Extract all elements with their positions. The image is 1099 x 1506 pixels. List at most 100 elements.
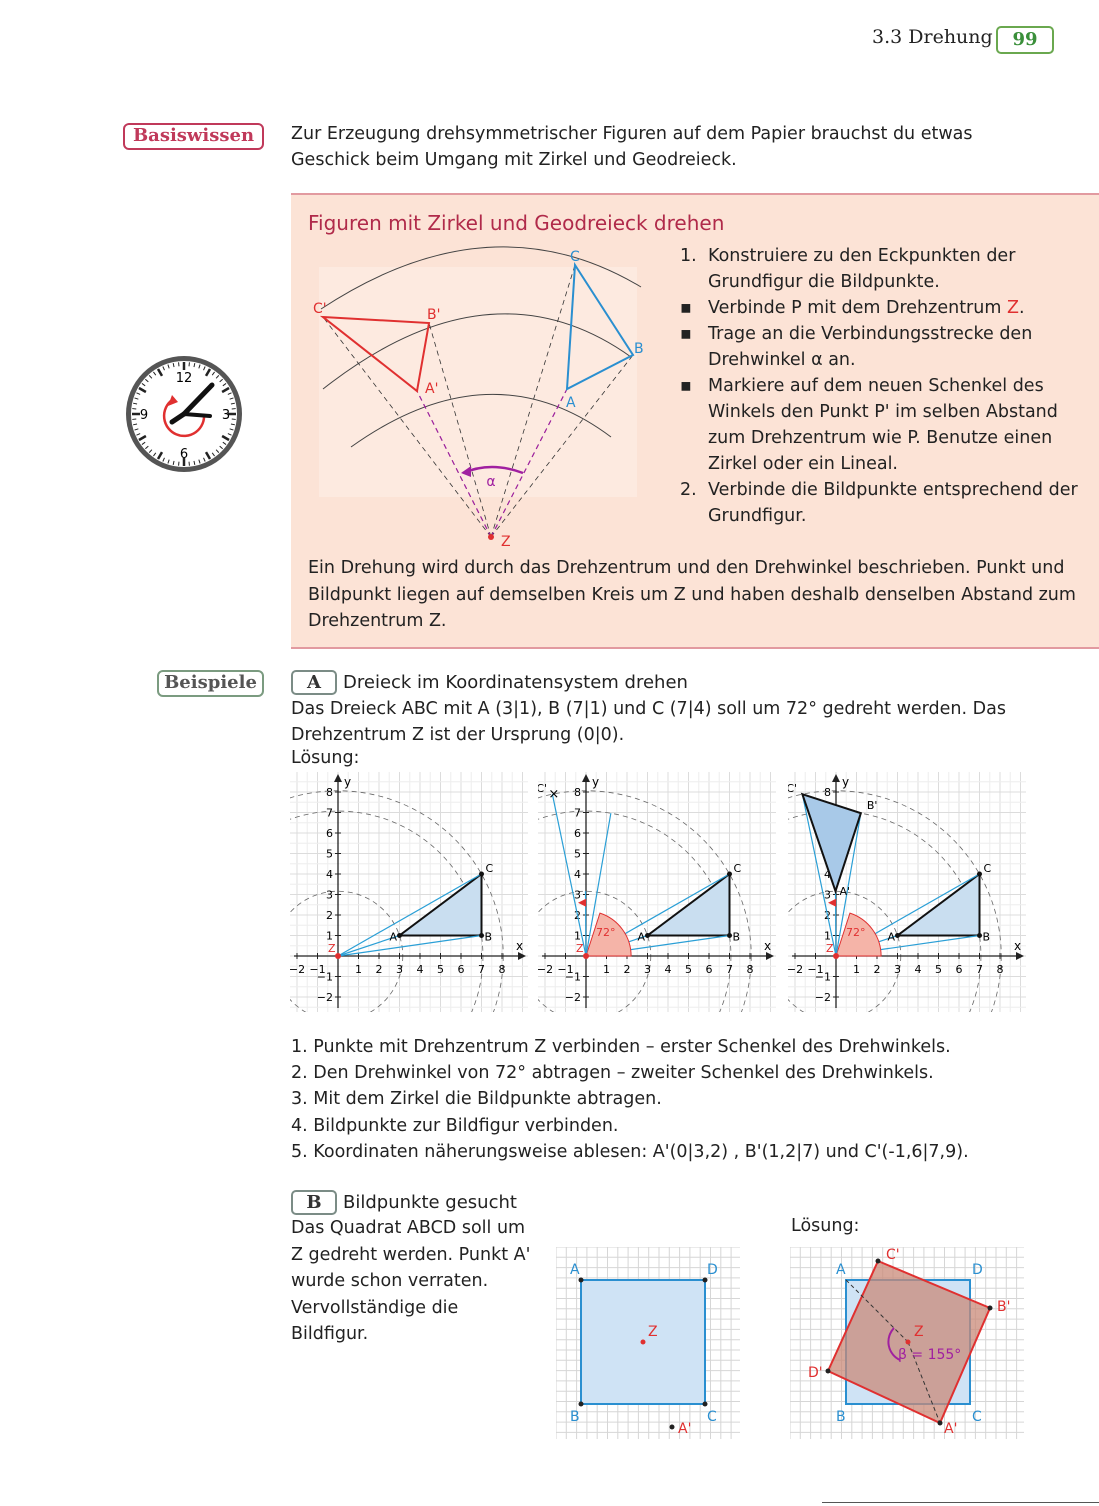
- triangle-vertex: [645, 933, 650, 938]
- square-abcd: [580, 1279, 706, 1405]
- clock-hand-mid: [169, 411, 187, 425]
- clock-tick: [138, 386, 147, 394]
- x-tick-label: 8: [499, 963, 506, 976]
- step-marker: ▪: [680, 376, 692, 396]
- label-z: Z: [501, 534, 511, 547]
- arc-inner: [350, 394, 612, 448]
- x-tick-label: 7: [478, 963, 485, 976]
- clock-tick: [230, 423, 235, 426]
- rule-summary: Ein Drehung wird durch das Drehzentrum u…: [308, 558, 1076, 631]
- label-b: B: [570, 1409, 580, 1425]
- construction-steps: 1. Konstruiere zu den Eckpunkten der Gru…: [680, 243, 1090, 529]
- figure-backdrop: [319, 267, 637, 497]
- y-tick-label: 1: [574, 930, 581, 943]
- triangle-vertex: [397, 933, 402, 938]
- rule-box-title: Figuren mit Zirkel und Geodreieck drehen: [308, 211, 725, 235]
- step-text: Markiere auf dem neuen Schenkel des Wink…: [708, 376, 1058, 474]
- y-tick-label: 4: [824, 868, 831, 881]
- rule-box: Figuren mit Zirkel und Geodreieck drehen…: [291, 193, 1099, 649]
- label-b: B: [983, 931, 991, 944]
- y-tick-label: 4: [326, 868, 333, 881]
- label-a: A: [836, 1262, 846, 1278]
- triangle-abc: [644, 872, 731, 937]
- clock-tick: [172, 460, 175, 465]
- x-tick-label: 6: [956, 963, 963, 976]
- page-number: 99: [996, 26, 1054, 54]
- step-marker: ▪: [680, 298, 692, 318]
- label-b-prime: B': [997, 1299, 1010, 1315]
- corner-a: [578, 1277, 584, 1283]
- angle-label: 72°: [846, 926, 866, 939]
- label-c-prime: C': [788, 782, 797, 795]
- clock-arrow-head: [168, 395, 178, 406]
- clock-tick: [134, 428, 139, 431]
- x-axis-arrow: [1016, 952, 1024, 960]
- triangle-vertex: [895, 933, 900, 938]
- clock-label-3: 3: [222, 408, 230, 423]
- x-axis-label: x: [1014, 939, 1021, 953]
- page-header: 3.3 Drehung 99: [0, 0, 1099, 70]
- step-marker: ▪: [680, 324, 692, 344]
- example-b-heading: B Bildpunkte gesucht: [291, 1190, 517, 1215]
- x-axis-label: x: [516, 939, 523, 953]
- step-line: 4. Bildpunkte zur Bildfigur verbinden.: [291, 1115, 619, 1136]
- clock-tick: [222, 383, 227, 387]
- angle-arrow: [828, 898, 836, 907]
- clock-tick: [162, 366, 165, 371]
- center-z: [905, 1339, 911, 1345]
- x-tick-label: −2: [538, 963, 553, 976]
- clock-tick: [145, 445, 149, 450]
- connector-line: [337, 873, 482, 957]
- step-text: Verbinde P mit dem Drehzentrum Z.: [708, 298, 1025, 318]
- angle-label: 72°: [596, 926, 616, 939]
- example-a-title: Dreieck im Koordinatensystem drehen: [343, 672, 688, 693]
- clock-tick: [134, 397, 139, 400]
- y-tick-label: 3: [574, 889, 581, 902]
- clock-tick: [229, 397, 234, 400]
- rotated-connector: [801, 794, 837, 957]
- step-line: 2. Den Drehwinkel von 72° abtragen – zwe…: [291, 1063, 934, 1084]
- clock-tick: [145, 378, 149, 383]
- label-a-prime: A': [944, 1421, 957, 1437]
- x-tick-label: 5: [437, 963, 444, 976]
- clock-label-9: 9: [140, 408, 148, 423]
- x-axis-arrow: [766, 952, 774, 960]
- label-d-prime: D': [808, 1365, 823, 1381]
- clock-tick: [221, 386, 230, 394]
- rotated-connector: [551, 794, 587, 957]
- beta-arc: [887, 1327, 901, 1361]
- label-z: Z: [328, 942, 336, 955]
- clock-label-6: 6: [180, 447, 188, 462]
- x-tick-label: −2: [290, 963, 305, 976]
- example-a-solution-label: Lösung:: [291, 748, 360, 768]
- clock-rotation-arc: [162, 399, 206, 438]
- clock-tick: [211, 452, 215, 457]
- arm-to-a-prime: [907, 1341, 941, 1424]
- clock-tick: [148, 375, 153, 379]
- square-solution-figure: A D B C C' B' A' D' Z β = 155°: [790, 1247, 1024, 1439]
- point-d-prime: [825, 1368, 831, 1374]
- y-tick-label: 6: [574, 827, 581, 840]
- y-tick-label: 1: [824, 930, 831, 943]
- y-tick-label: 5: [574, 848, 581, 861]
- x-tick-label: 4: [665, 963, 672, 976]
- x-tick-label: 6: [706, 963, 713, 976]
- y-tick-label: 8: [824, 786, 831, 799]
- label-c-prime: C': [313, 301, 327, 317]
- clock-illustration: 12 3 6 9: [126, 356, 242, 472]
- x-tick-label: 1: [853, 963, 860, 976]
- clock-ticks: [132, 362, 236, 466]
- center-z: [583, 953, 589, 959]
- y-tick-label: 3: [326, 889, 333, 902]
- y-tick-label: 7: [574, 807, 581, 820]
- image-triangle: [319, 315, 431, 393]
- x-axis-label: x: [764, 939, 771, 953]
- y-tick-label: −2: [815, 991, 831, 1004]
- clock-tick: [156, 368, 164, 377]
- x-tick-label: 1: [603, 963, 610, 976]
- point-a-prime: [669, 1424, 675, 1430]
- label-c-prime: C': [886, 1247, 900, 1263]
- x-tick-label: 7: [726, 963, 733, 976]
- example-letter-a: A: [291, 670, 337, 695]
